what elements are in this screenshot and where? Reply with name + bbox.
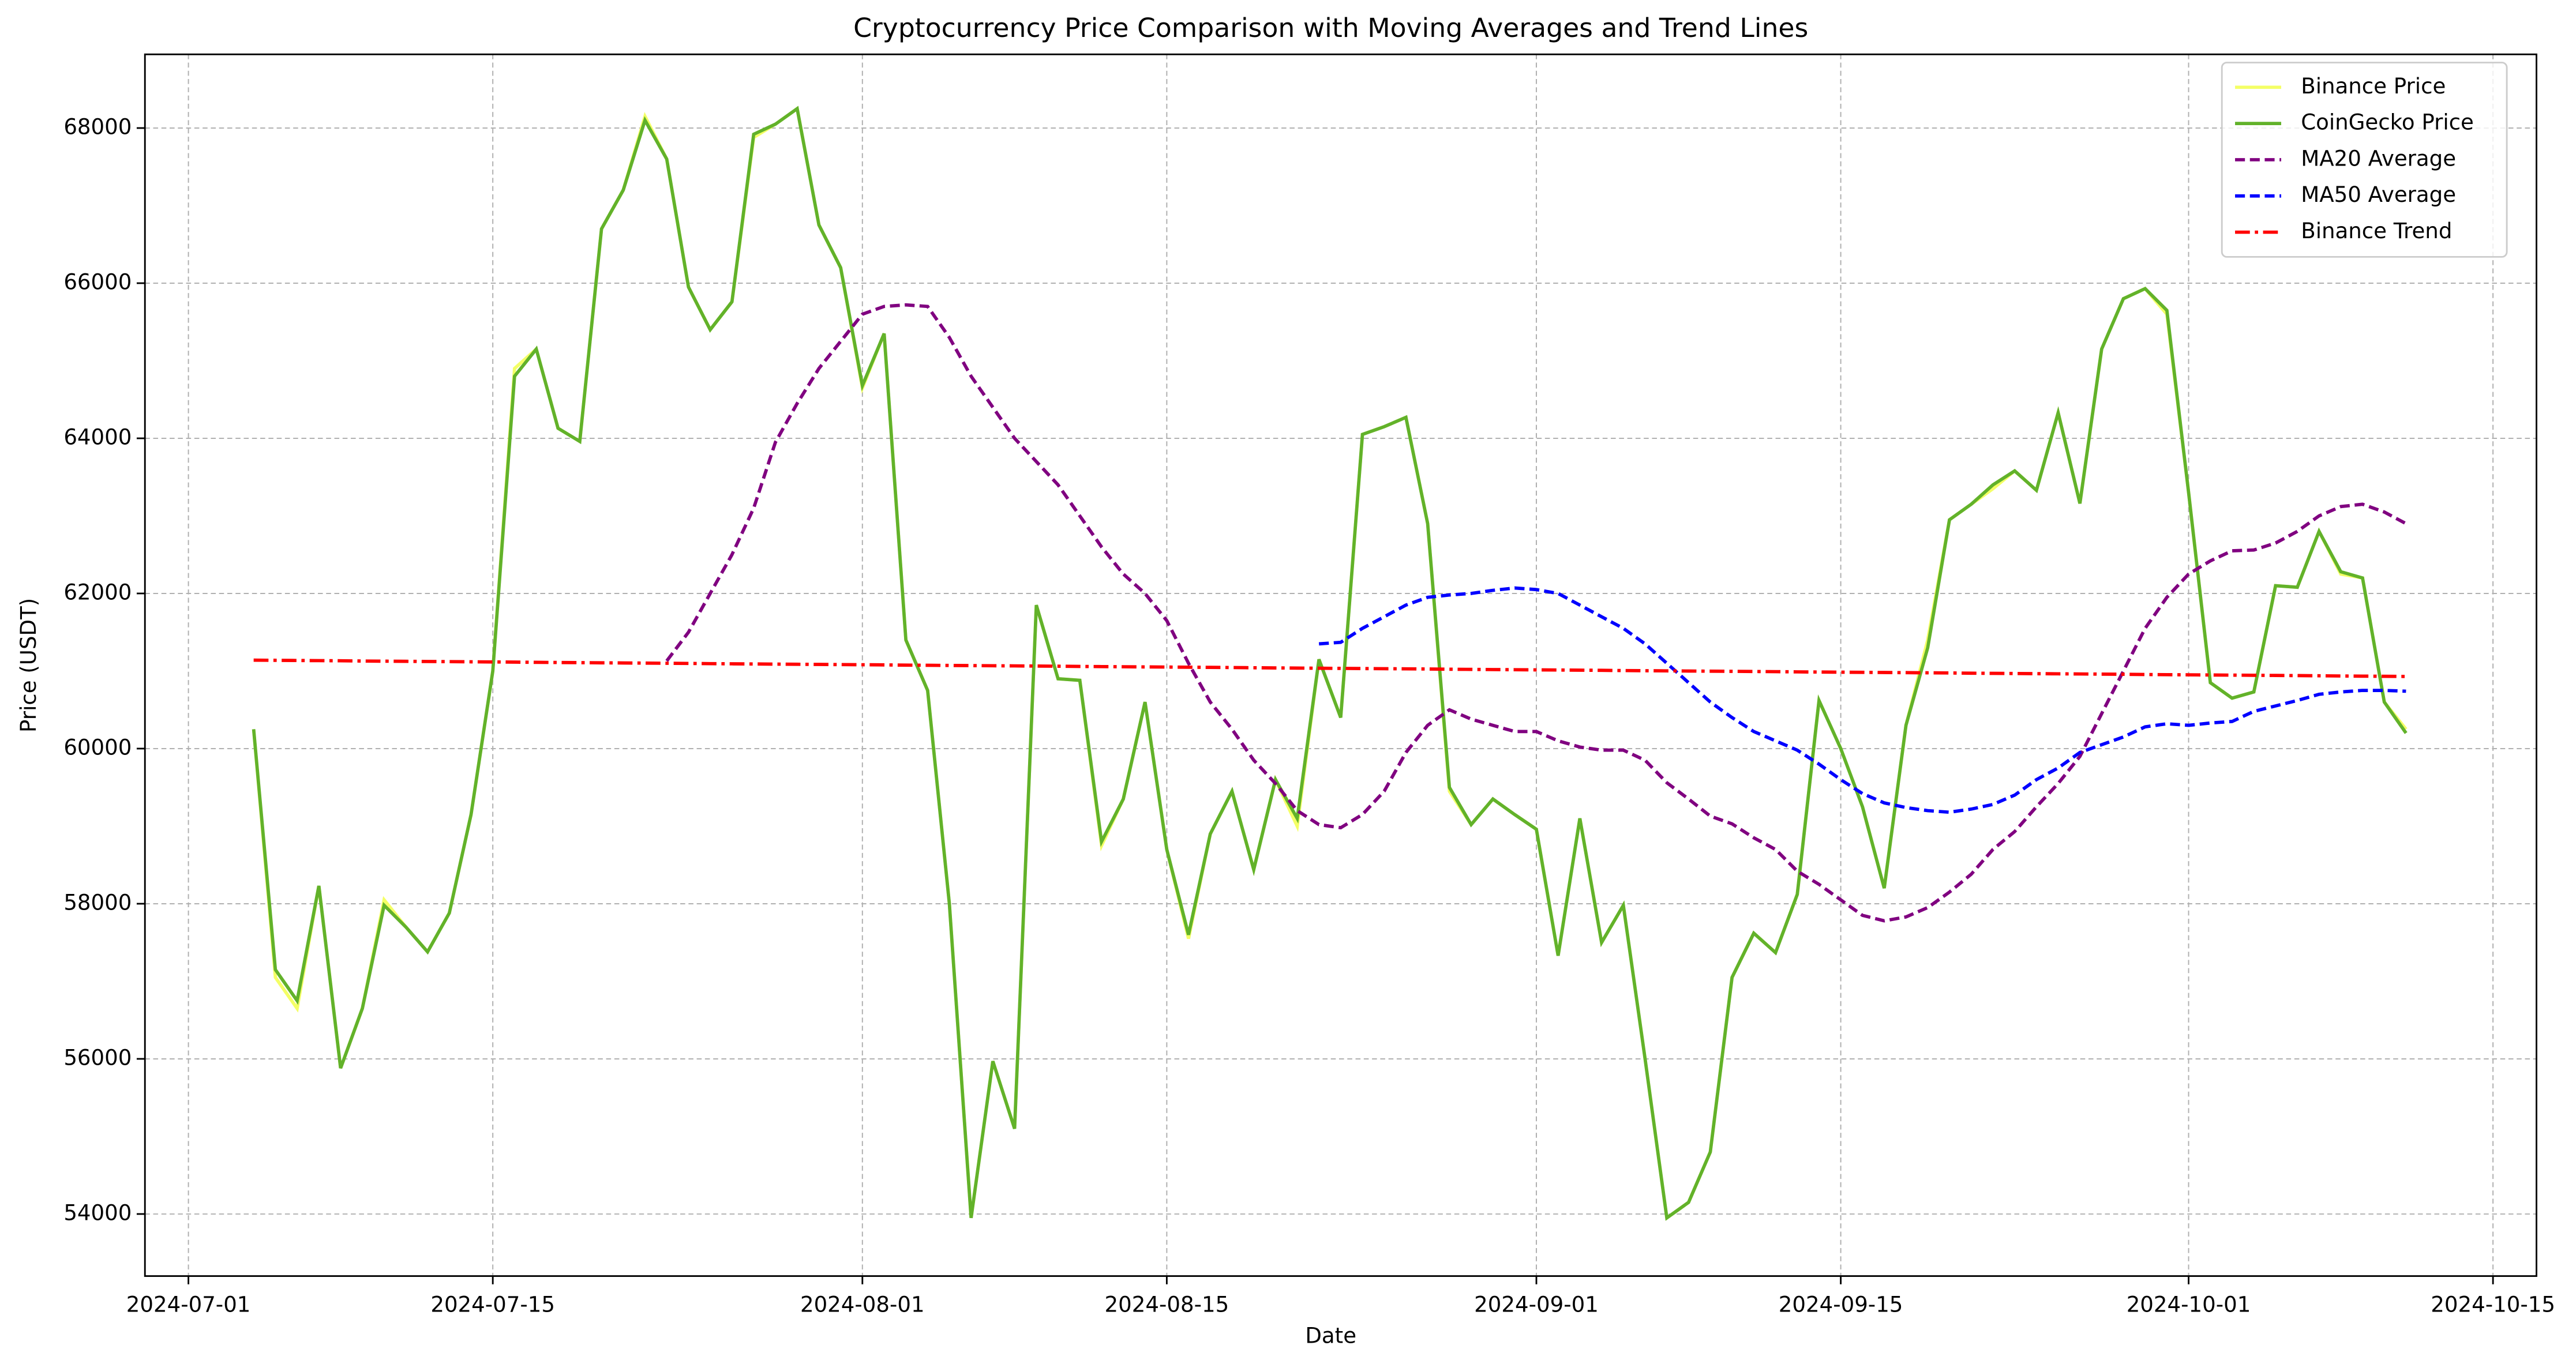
chart-title: Cryptocurrency Price Comparison with Mov… (853, 13, 1808, 43)
y-axis-label: Price (USDT) (16, 598, 41, 732)
y-tick-label: 58000 (63, 890, 132, 915)
y-tick-label: 66000 (63, 269, 132, 294)
x-tick-label: 2024-07-15 (430, 1292, 555, 1317)
x-tick-label: 2024-10-15 (2431, 1292, 2555, 1317)
legend-box (2221, 62, 2508, 258)
y-tick-label: 62000 (63, 580, 132, 604)
x-tick-label: 2024-09-01 (1474, 1292, 1599, 1317)
legend-label: CoinGecko Price (2301, 110, 2474, 135)
legend-label: Binance Trend (2301, 219, 2452, 243)
series-line (1318, 586, 2406, 814)
x-axis-label: Date (1305, 1324, 1356, 1348)
y-tick-label: 60000 (63, 735, 132, 760)
y-tick-label: 54000 (63, 1200, 132, 1225)
series-line (253, 658, 2406, 678)
series-line (665, 303, 2407, 923)
x-tick-label: 2024-08-15 (1105, 1292, 1229, 1317)
x-tick-label: 2024-08-01 (800, 1292, 925, 1317)
series-line (252, 106, 2408, 1221)
y-tick-label: 64000 (63, 424, 132, 449)
legend-label: MA20 Average (2301, 146, 2456, 171)
y-tick-label: 56000 (63, 1045, 132, 1070)
x-tick-label: 2024-07-01 (126, 1292, 251, 1317)
legend-label: MA50 Average (2301, 182, 2456, 207)
plot-frame (144, 53, 2537, 1277)
x-tick-label: 2024-09-15 (1779, 1292, 1903, 1317)
y-tick-label: 68000 (63, 114, 132, 139)
legend-label: Binance Price (2301, 74, 2446, 99)
x-tick-label: 2024-10-01 (2127, 1292, 2251, 1317)
